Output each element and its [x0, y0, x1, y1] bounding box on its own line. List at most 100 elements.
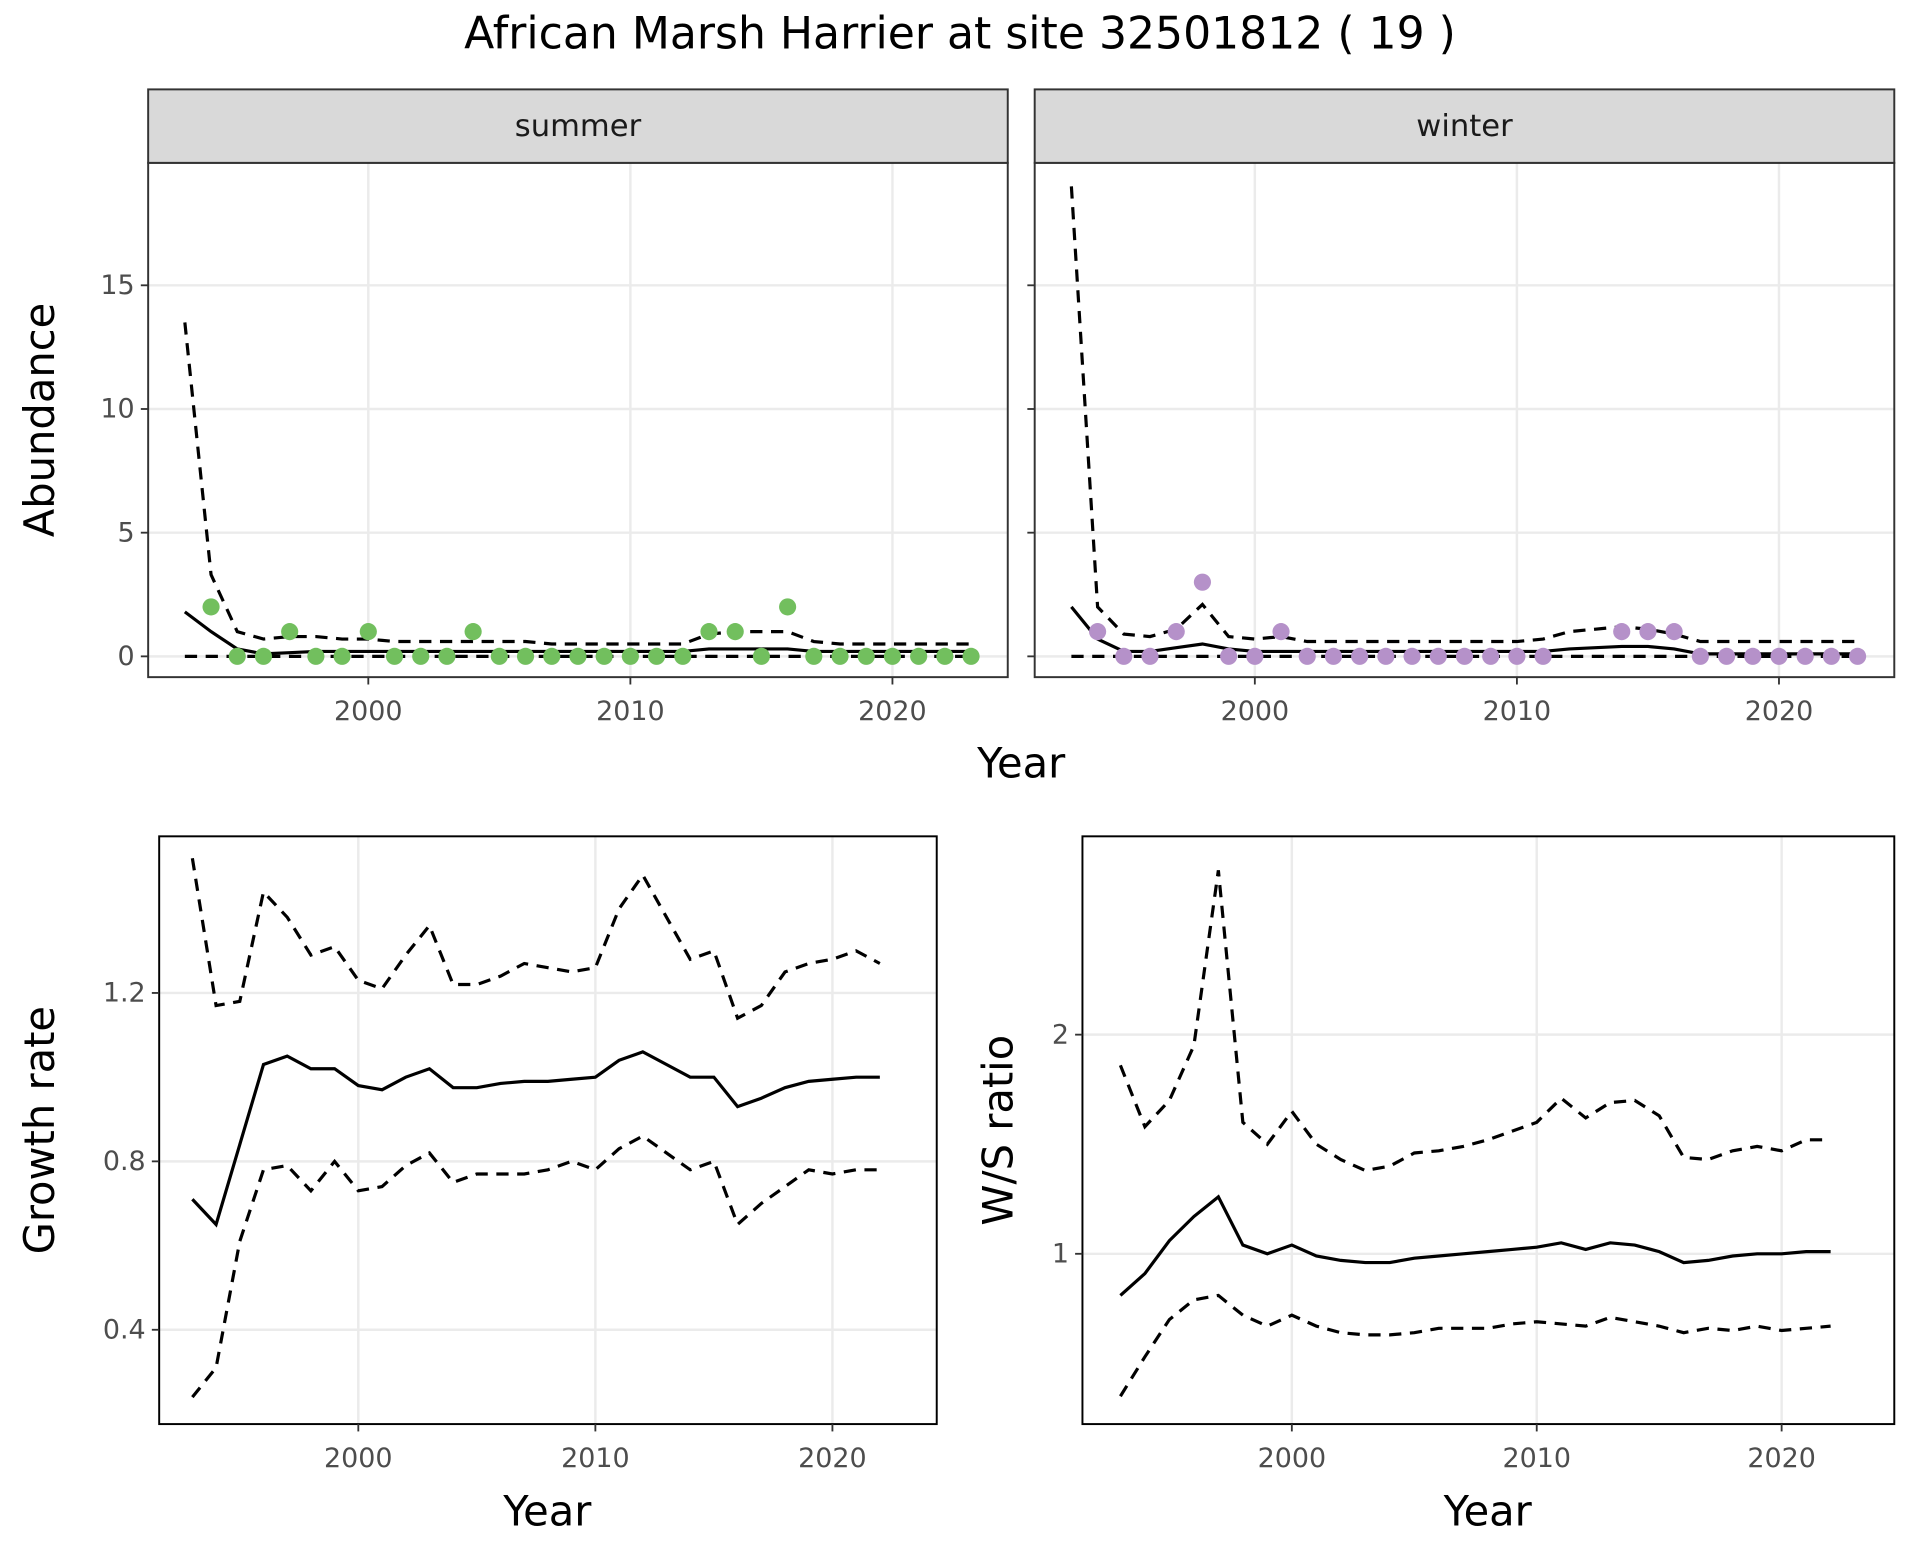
data-point	[516, 647, 535, 665]
x-tick-label: 2000	[324, 1443, 393, 1474]
data-point	[726, 623, 744, 641]
data-point	[1220, 647, 1238, 665]
mean-line	[1119, 1194, 1831, 1297]
x-tick-label: 2010	[596, 696, 665, 727]
facet-strip	[1033, 88, 1896, 164]
data-point	[359, 623, 377, 641]
panel-background	[1082, 836, 1895, 1425]
data-point	[779, 598, 797, 616]
panel-background	[1034, 162, 1895, 678]
data-point	[857, 647, 875, 665]
interval-line	[1118, 870, 1831, 1173]
y-tick-label: 0	[118, 641, 135, 672]
x-axis-title: Year	[976, 739, 1066, 788]
y-tick-label: 2	[1052, 1019, 1069, 1050]
data-point	[543, 647, 561, 665]
x-tick-label: 2010	[1483, 696, 1552, 727]
data-point	[962, 647, 980, 665]
y-tick-label: 10	[100, 394, 134, 425]
facet-label: winter	[1416, 109, 1513, 144]
x-axis-title: Year	[1443, 1487, 1533, 1536]
data-point	[1744, 647, 1762, 665]
data-point	[1298, 647, 1316, 665]
interval-line	[183, 322, 972, 646]
data-point	[385, 647, 404, 665]
facet-strip	[147, 88, 1009, 164]
data-point	[1193, 573, 1211, 591]
data-point	[1770, 647, 1788, 665]
panel-border	[158, 835, 938, 1426]
x-tick-label: 2010	[1502, 1443, 1571, 1474]
data-point	[805, 647, 823, 665]
y-tick-label: 1.2	[103, 978, 146, 1009]
data-point	[1482, 647, 1500, 665]
panel-background	[148, 162, 1008, 678]
data-point	[1141, 647, 1159, 665]
data-point	[1639, 623, 1657, 641]
x-tick-label: 2000	[334, 696, 403, 727]
data-point	[1272, 623, 1290, 641]
panel-border	[1081, 835, 1896, 1426]
data-point	[333, 647, 351, 665]
data-point	[1167, 623, 1185, 641]
data-point	[202, 598, 220, 616]
mean-line	[191, 1050, 880, 1228]
y-tick-label: 0.8	[103, 1146, 146, 1177]
data-point	[1822, 647, 1840, 665]
data-point	[674, 647, 692, 665]
data-point	[752, 647, 770, 665]
y-tick-label: 15	[100, 270, 134, 301]
x-tick-label: 2020	[1747, 1443, 1816, 1474]
data-point	[1796, 647, 1814, 665]
data-point	[910, 647, 928, 665]
data-point	[1324, 647, 1343, 665]
data-point	[1691, 647, 1709, 665]
data-point	[1455, 647, 1474, 665]
data-point	[281, 623, 299, 641]
x-tick-label: 2020	[1745, 696, 1814, 727]
x-tick-label: 2020	[858, 696, 927, 727]
data-point	[883, 647, 902, 665]
data-point	[228, 647, 246, 665]
data-point	[1403, 647, 1421, 665]
data-point	[1613, 623, 1631, 641]
x-axis-title: Year	[502, 1487, 592, 1536]
data-point	[412, 647, 430, 665]
data-point	[1717, 647, 1736, 665]
y-axis-title: Growth rate	[15, 1006, 64, 1254]
data-point	[1665, 623, 1683, 641]
data-point	[1508, 647, 1526, 665]
figure-title: African Marsh Harrier at site 32501812 (…	[464, 9, 1456, 60]
data-point	[1534, 647, 1552, 665]
data-point	[1429, 647, 1447, 665]
data-point	[595, 647, 613, 665]
x-tick-label: 2000	[1221, 696, 1290, 727]
data-point	[648, 647, 666, 665]
data-point	[936, 647, 954, 665]
interval-line	[190, 857, 881, 1021]
interval-line	[1069, 186, 1858, 644]
data-point	[1115, 647, 1133, 665]
data-point	[464, 623, 482, 641]
y-tick-label: 5	[118, 517, 135, 548]
data-point	[1849, 647, 1867, 665]
y-axis-title: W/S ratio	[974, 1035, 1023, 1226]
data-point	[490, 647, 508, 665]
facet-label: summer	[515, 109, 642, 144]
data-point	[621, 647, 639, 665]
data-point	[1377, 647, 1395, 665]
data-point	[569, 647, 587, 665]
data-point	[700, 623, 718, 641]
interval-line	[191, 1134, 880, 1399]
data-point	[438, 647, 456, 665]
data-point	[831, 647, 849, 665]
y-tick-label: 0.4	[103, 1314, 146, 1345]
x-tick-label: 2020	[798, 1443, 867, 1474]
interval-line	[1119, 1293, 1831, 1398]
data-point	[1246, 647, 1264, 665]
panel-background	[159, 836, 937, 1425]
y-tick-label: 1	[1052, 1239, 1069, 1270]
data-point	[1089, 623, 1107, 641]
